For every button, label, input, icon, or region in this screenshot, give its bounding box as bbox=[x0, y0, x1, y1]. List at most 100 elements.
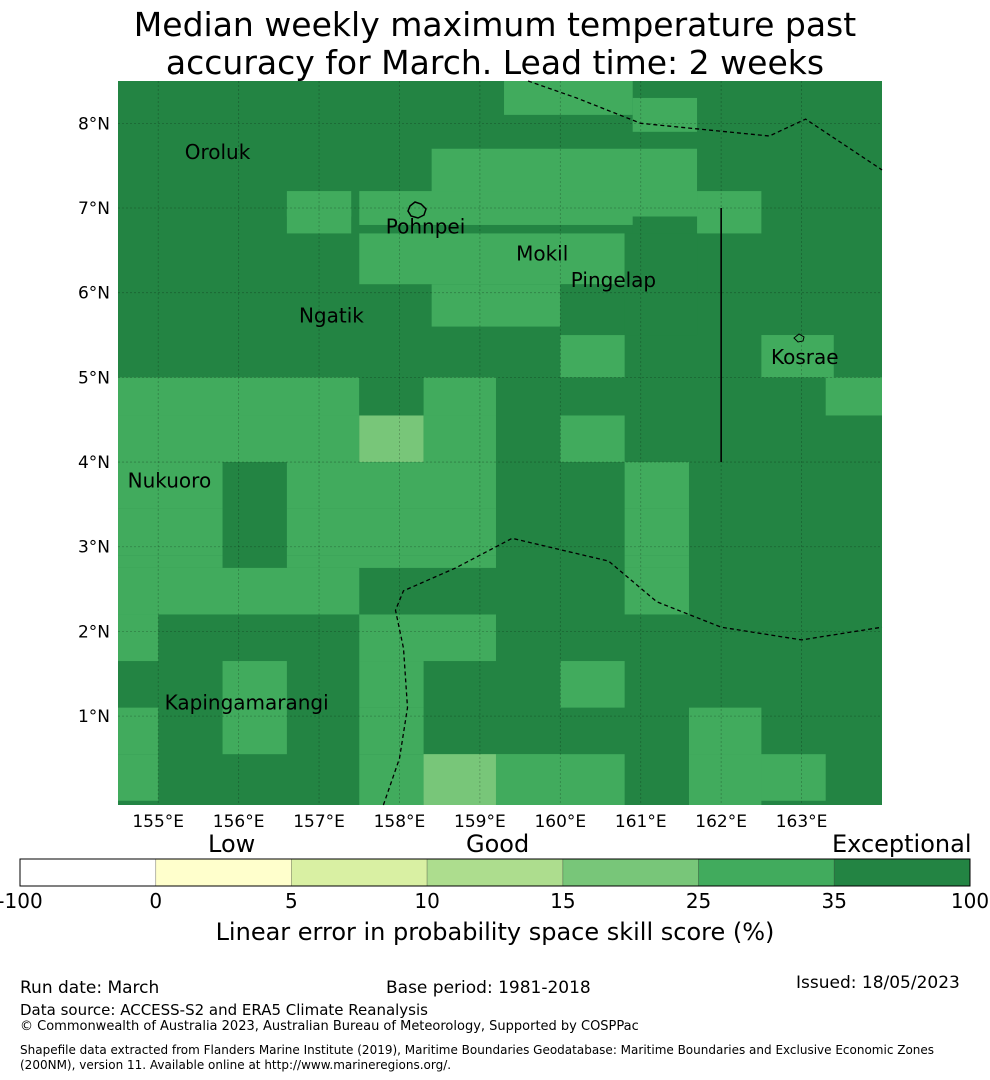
base-period: Base period: 1981-2018 bbox=[386, 978, 591, 998]
title-line-2: accuracy for March. Lead time: 2 weeks bbox=[165, 43, 825, 82]
skill-cell bbox=[118, 614, 159, 662]
map-title: Median weekly maximum temperature past a… bbox=[0, 6, 990, 82]
skill-cell bbox=[495, 754, 625, 805]
skill-cell bbox=[286, 208, 352, 234]
colorbar-category-good: Good bbox=[466, 830, 530, 858]
skill-cell bbox=[118, 508, 223, 556]
issued-date: Issued: 18/05/2023 bbox=[796, 973, 960, 993]
lat-tick-label: 3°N bbox=[78, 538, 110, 558]
colorbar-bin bbox=[833, 858, 971, 887]
skill-cell bbox=[118, 555, 223, 568]
pohnpei-outline bbox=[407, 201, 427, 219]
skill-cell bbox=[624, 567, 689, 615]
skill-cell bbox=[286, 462, 496, 509]
place-label: Oroluk bbox=[185, 140, 251, 164]
lat-tick-label: 7°N bbox=[78, 199, 110, 219]
skill-cells bbox=[118, 81, 882, 805]
skill-cell bbox=[118, 567, 360, 615]
skill-cell bbox=[688, 707, 762, 755]
skill-cell bbox=[560, 661, 625, 708]
skill-cell bbox=[560, 284, 625, 336]
skill-cell bbox=[118, 462, 223, 509]
skill-cell bbox=[624, 462, 689, 509]
skill-cell bbox=[825, 377, 882, 416]
lat-tick-label: 6°N bbox=[78, 284, 110, 304]
colorbar-tick-label: 15 bbox=[550, 889, 576, 913]
colorbar-bin bbox=[291, 858, 428, 887]
place-label: Nukuoro bbox=[128, 468, 212, 492]
skill-cell bbox=[423, 415, 496, 463]
skill-cell bbox=[118, 754, 159, 801]
place-label: Pingelap bbox=[571, 268, 656, 292]
title-line-1: Median weekly maximum temperature past bbox=[133, 5, 857, 44]
lon-tick-label: 155°E bbox=[132, 812, 184, 832]
place-label: Kosrae bbox=[771, 345, 839, 369]
copyright: © Commonwealth of Australia 2023, Austra… bbox=[20, 1019, 639, 1034]
lon-tick-label: 162°E bbox=[695, 812, 747, 832]
eez-boundaries bbox=[382, 80, 883, 806]
skill-cell bbox=[624, 508, 689, 556]
shapefile-credit: Shapefile data extracted from Flanders M… bbox=[20, 1043, 935, 1072]
colorbar-tick-label: 5 bbox=[285, 889, 298, 913]
colorbar-category-exceptional: Exceptional bbox=[832, 830, 972, 858]
skill-cell bbox=[624, 555, 689, 568]
skill-cell bbox=[688, 754, 762, 805]
colorbar-category-low: Low bbox=[208, 830, 256, 858]
map-axes: 155°E 156°E 157°E 158°E 159°E 160°E 161°E 162°E… bbox=[78, 114, 827, 832]
skill-cell bbox=[359, 707, 424, 755]
lon-tick-label: 161°E bbox=[615, 812, 667, 832]
skill-cell bbox=[697, 191, 762, 234]
colorbar-bin bbox=[562, 858, 699, 887]
colorbar-tick-label: -100 bbox=[0, 889, 43, 913]
skill-cell bbox=[118, 415, 360, 463]
lon-tick-label: 157°E bbox=[293, 812, 345, 832]
skill-cell bbox=[286, 508, 496, 556]
eez-boundary-north bbox=[527, 80, 883, 171]
lat-tick-label: 1°N bbox=[78, 707, 110, 727]
colorbar-frame bbox=[19, 858, 971, 887]
eez-boundary-south bbox=[382, 537, 883, 806]
place-label: Mokil bbox=[516, 242, 568, 266]
lat-tick-label: 2°N bbox=[78, 622, 110, 642]
skill-cell bbox=[423, 377, 496, 416]
skill-cell bbox=[359, 614, 496, 662]
skill-cell bbox=[359, 754, 424, 805]
skill-cell bbox=[359, 377, 424, 416]
colorbar bbox=[19, 858, 971, 887]
colorbar-tick-label: 25 bbox=[685, 889, 712, 913]
lat-tick-label: 8°N bbox=[78, 114, 110, 134]
data-source: Data source: ACCESS-S2 and ERA5 Climate … bbox=[20, 1001, 428, 1019]
kosrae-outline bbox=[793, 333, 805, 343]
skill-cell bbox=[632, 216, 698, 234]
skill-cell bbox=[560, 415, 625, 463]
skill-cell bbox=[286, 555, 496, 568]
skill-cell bbox=[504, 81, 633, 115]
lat-tick-label: 4°N bbox=[78, 453, 110, 473]
place-label: Kapingamarangi bbox=[165, 690, 329, 714]
colorbar-tick-label: 10 bbox=[414, 889, 440, 913]
colorbar-bin bbox=[698, 858, 835, 887]
colorbar-label: Linear error in probability space skill … bbox=[215, 918, 775, 946]
skill-cell bbox=[222, 661, 287, 708]
skill-cell bbox=[624, 233, 698, 336]
run-date: Run date: March bbox=[20, 978, 160, 998]
lat-tick-label: 5°N bbox=[78, 368, 110, 388]
skill-cell bbox=[118, 707, 159, 755]
colorbar-bin bbox=[19, 858, 157, 887]
skill-cell bbox=[423, 754, 496, 805]
colorbar-tick-label: 0 bbox=[149, 889, 163, 913]
lon-tick-label: 159°E bbox=[454, 812, 506, 832]
colorbar-bin bbox=[426, 858, 564, 887]
lon-tick-label: 156°E bbox=[213, 812, 265, 832]
skill-cell bbox=[560, 335, 625, 378]
skill-cell bbox=[632, 97, 698, 132]
colorbar-bin bbox=[155, 858, 292, 887]
colorbar-tick-label: 100 bbox=[950, 889, 990, 913]
skill-cell bbox=[359, 415, 424, 463]
lon-tick-label: 163°E bbox=[776, 812, 828, 832]
skill-cell bbox=[222, 707, 287, 755]
colorbar-tick-label: 35 bbox=[821, 889, 848, 913]
skill-cell bbox=[359, 233, 625, 285]
